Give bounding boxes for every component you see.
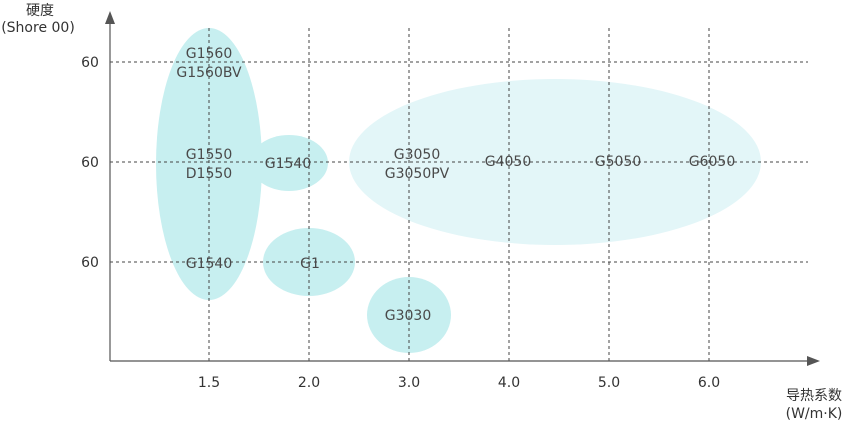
x-axis-title-line1: 导热系数 — [786, 388, 842, 404]
product-label: G3050 — [394, 147, 440, 163]
x-tick-label: 6.0 — [698, 375, 720, 391]
x-axis-arrow — [807, 356, 820, 366]
y-axis-title-line1: 硬度 — [26, 3, 54, 19]
x-tick-label: 3.0 — [398, 375, 420, 391]
product-label: G3030 — [385, 308, 431, 324]
x-axis-title-line2: (W/m·K) — [786, 406, 843, 422]
product-label: G6050 — [689, 154, 735, 170]
cluster-1-5 — [156, 28, 262, 300]
product-label: G1540 — [186, 256, 232, 272]
grid — [110, 28, 808, 361]
product-label: G1550 — [186, 147, 232, 163]
product-label: G5050 — [595, 154, 641, 170]
y-axis-title-line2: (Shore 00) — [1, 20, 75, 36]
product-label: G1540 — [265, 156, 311, 172]
x-tick-label: 4.0 — [498, 375, 520, 391]
product-label: G4050 — [485, 154, 531, 170]
product-label: G1 — [300, 256, 320, 272]
product-label: G1560 — [186, 46, 232, 62]
product-label: D1550 — [186, 166, 232, 182]
cluster-g3030 — [367, 277, 451, 353]
y-tick-label: 60 — [81, 155, 99, 171]
x-tick-label: 1.5 — [198, 375, 220, 391]
y-axis-arrow — [105, 11, 115, 24]
clusters — [156, 28, 761, 353]
product-label: G1560BV — [176, 65, 242, 81]
x-tick-label: 2.0 — [298, 375, 320, 391]
product-labels: G1560 G1560BV G1550 D1550 G1540 G1540 G1… — [176, 46, 735, 324]
y-tick-label: 60 — [81, 255, 99, 271]
y-tick-label: 60 — [81, 55, 99, 71]
axes — [109, 18, 812, 362]
product-label: G3050PV — [385, 166, 450, 182]
x-tick-label: 5.0 — [598, 375, 620, 391]
